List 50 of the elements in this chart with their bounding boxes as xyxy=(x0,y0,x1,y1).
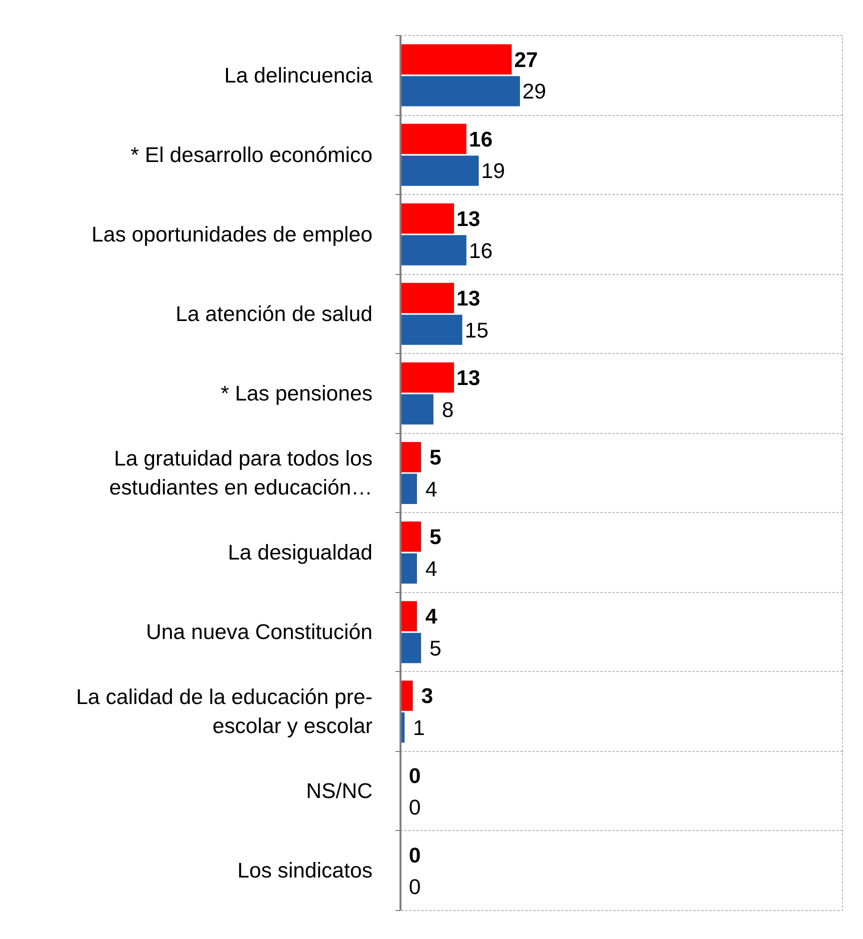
data-label: 19 xyxy=(481,159,505,184)
y-tick-label: La delincuencia xyxy=(224,63,373,88)
data-label: 13 xyxy=(456,206,480,231)
y-tick-label: La gratuidad para todos los estudiantes en educación… xyxy=(109,446,373,500)
y-tick-label: La calidad de la educación pre- escolar y escolar xyxy=(76,685,373,738)
data-label: 4 xyxy=(425,604,438,629)
bar xyxy=(400,314,462,345)
bar xyxy=(400,282,454,314)
data-label: 0 xyxy=(408,875,421,900)
data-label: 29 xyxy=(522,80,546,104)
bar xyxy=(400,601,417,632)
bar xyxy=(400,553,417,584)
bar xyxy=(400,203,454,234)
y-tick-label: * Las pensiones xyxy=(220,381,373,406)
bar xyxy=(400,44,512,74)
bar xyxy=(400,235,466,266)
bar xyxy=(400,156,479,186)
y-tick-label: Las oportunidades de empleo xyxy=(91,222,373,246)
data-label: 13 xyxy=(456,366,480,390)
data-label: 4 xyxy=(425,556,438,581)
y-tick-label: NS/NC xyxy=(306,779,372,804)
bar xyxy=(400,474,417,504)
bar xyxy=(400,632,422,664)
data-label: 15 xyxy=(464,318,488,342)
bar xyxy=(400,362,454,393)
data-label: 0 xyxy=(408,843,421,868)
bar xyxy=(400,76,520,106)
data-label: 3 xyxy=(421,684,434,708)
y-tick-label: La atención de salud xyxy=(176,302,373,326)
bar xyxy=(400,394,434,424)
y-tick-label: Una nueva Constitución xyxy=(146,620,373,644)
data-label: 5 xyxy=(430,446,442,470)
data-label: 5 xyxy=(430,525,442,550)
y-tick-label: Los sindicatos xyxy=(237,858,372,883)
bar xyxy=(400,124,466,154)
data-label: 13 xyxy=(456,286,480,310)
y-tick-label: * El desarrollo económico xyxy=(130,142,373,167)
data-label: 0 xyxy=(408,796,421,820)
data-label: 27 xyxy=(514,48,538,72)
data-label: 1 xyxy=(413,716,425,740)
data-label: 0 xyxy=(408,764,421,788)
data-label: 4 xyxy=(425,477,438,502)
data-label: 16 xyxy=(468,127,493,152)
data-label: 16 xyxy=(468,238,493,263)
bar xyxy=(400,442,422,472)
bar xyxy=(400,680,413,711)
y-tick-label: La desigualdad xyxy=(228,540,373,565)
bar xyxy=(400,522,422,552)
data-label: 5 xyxy=(430,636,442,660)
data-label: 8 xyxy=(442,398,454,422)
